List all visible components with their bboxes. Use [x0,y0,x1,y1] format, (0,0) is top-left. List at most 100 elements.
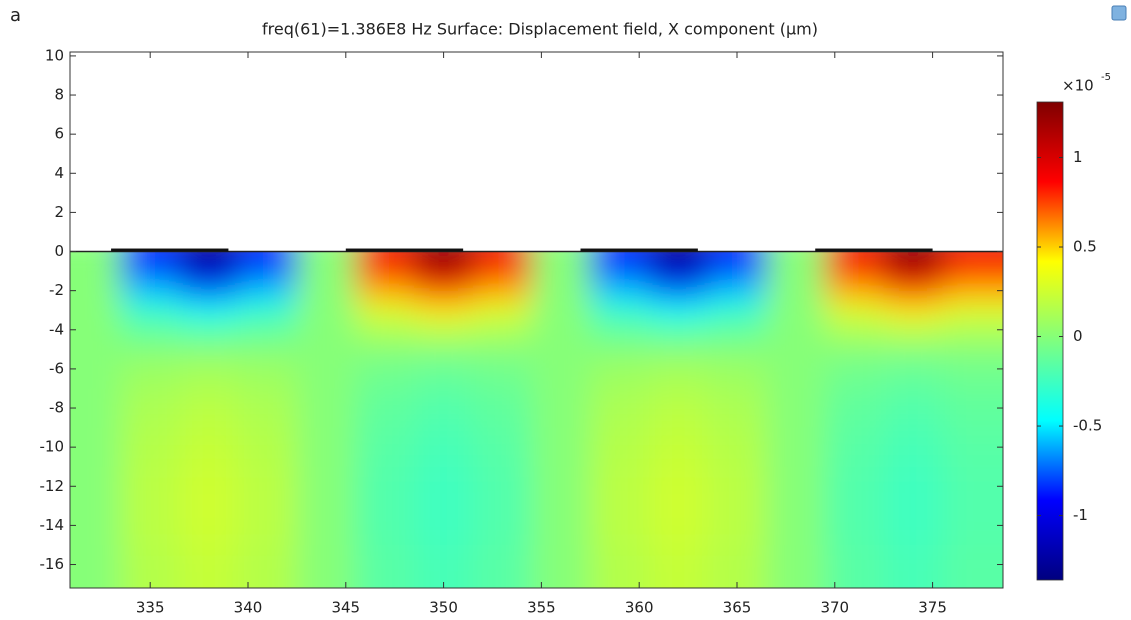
surface-cell [70,505,122,546]
surface-cell [883,320,943,350]
surface-cell [883,261,943,282]
surface-cell [70,466,122,507]
surface-cell [70,300,122,321]
surface-cell [531,466,591,507]
surface-cell [238,280,298,301]
surface-cell [707,349,767,389]
surface-cell [238,251,298,262]
y-tick-label: 2 [54,203,64,221]
surface-cell [883,251,943,262]
x-tick-label: 375 [918,599,947,617]
surface-cell [355,261,415,282]
surface-cell [120,349,181,389]
y-tick-label: 10 [45,46,64,64]
colorbar-tick-label: 0 [1073,327,1083,345]
surface-cell [414,505,474,546]
surface-cell [70,251,122,262]
surface-cell [707,427,767,468]
surface-cell [590,280,650,301]
x-tick-label: 360 [625,599,654,617]
y-tick-label: 4 [54,164,64,182]
surface-cell [179,505,239,546]
surface-cell [414,466,474,507]
surface-cell [179,280,239,301]
surface-cell [472,261,533,282]
surface-cell [825,280,885,301]
surface-cell [70,261,122,282]
x-tick-label: 340 [234,599,263,617]
x-tick-label: 350 [429,599,458,617]
surface-cell [120,251,181,262]
surface-cell [531,427,591,468]
surface-cell [355,280,415,301]
y-tick-label: 8 [54,86,64,104]
surface-cell [414,544,474,589]
surface-cell [70,544,122,589]
surface-cell [531,388,591,429]
surface-cell [238,544,298,589]
y-tick-label: -14 [40,516,65,534]
surface-cell [414,320,474,350]
surface-cell [296,320,357,350]
surface-cell [355,466,415,507]
surface-cell [179,544,239,589]
surface-cell [707,388,767,429]
surface-cell [296,544,357,589]
surface-cell [707,320,767,350]
surface-cell [472,300,533,321]
surface-cell [942,427,1003,468]
surface-cell [355,388,415,429]
surface-cell [179,466,239,507]
surface-cell [648,280,709,301]
surface-cell [531,544,591,589]
surface-cell [472,427,533,468]
y-tick-label: -2 [49,281,64,299]
surface-cell [825,505,885,546]
x-tick-label: 370 [820,599,849,617]
surface-cell [120,466,181,507]
electrode [345,248,464,252]
surface-cell [766,261,826,282]
surface-cell [238,349,298,389]
surface-cell [648,427,709,468]
surface-cell [472,505,533,546]
surface-cell [707,280,767,301]
surface-cell [120,280,181,301]
colorbar [1036,101,1064,581]
surface-cell [648,320,709,350]
surface-cell [414,388,474,429]
surface-cell [883,300,943,321]
window-icon [1111,5,1127,21]
surface-cell [883,388,943,429]
surface-cell [648,261,709,282]
surface-cell [766,505,826,546]
surface-cell [414,280,474,301]
surface-cell [179,388,239,429]
surface-cell [414,427,474,468]
surface-cell [825,320,885,350]
surface-cell [942,388,1003,429]
surface-cell [179,300,239,321]
surface-cell [531,349,591,389]
surface-cell [296,251,357,262]
surface-cell [120,300,181,321]
surface-cell [355,300,415,321]
colorbar-tick-label: -0.5 [1073,417,1102,435]
surface-cell [883,544,943,589]
surface-cell [355,505,415,546]
surface-cell [70,388,122,429]
surface-cell [648,388,709,429]
surface-cell [648,300,709,321]
surface-cell [70,349,122,389]
plot-frame [69,51,1004,589]
surface-cell [472,320,533,350]
surface-cell [238,466,298,507]
surface-cell [825,427,885,468]
surface-cell [825,388,885,429]
surface-cell [472,466,533,507]
surface-cell [648,544,709,589]
chart-title: freq(61)=1.386E8 Hz Surface: Displacemen… [262,20,818,39]
surface-cell [883,505,943,546]
surface-cell [296,466,357,507]
